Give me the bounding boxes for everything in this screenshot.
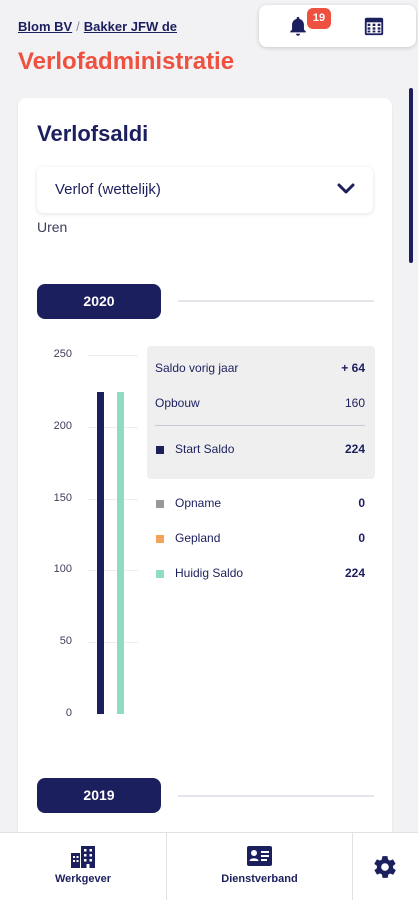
notification-badge: 19 [307, 8, 331, 29]
nav-item-werkgever[interactable]: Werkgever [0, 833, 166, 900]
summary-label: Huidig Saldo [175, 566, 244, 580]
bell-icon[interactable] [287, 15, 309, 37]
summary-row-huidig-saldo: Huidig Saldo 224 [155, 566, 365, 584]
summary-label: Saldo vorig jaar [155, 361, 239, 375]
nav-separator [352, 833, 353, 900]
gepland-swatch [156, 535, 164, 543]
year-pill-2020[interactable]: 2020 [37, 284, 161, 319]
y-tick-label: 250 [53, 348, 72, 360]
summary-row-saldo-vorig-jaar: Saldo vorig jaar + 64 [155, 361, 365, 379]
nav-label-werkgever: Werkgever [54, 873, 112, 885]
huidig-saldo-swatch [156, 570, 164, 578]
summary-value: 0 [358, 496, 365, 510]
nav-label-dienstverband: Dienstverband [221, 873, 298, 885]
bar-start-saldo [97, 392, 104, 714]
id-card-icon [247, 846, 272, 866]
breadcrumb-employee-link[interactable]: Bakker JFW de [83, 19, 177, 34]
chevron-down-icon [337, 183, 355, 194]
bottom-nav: Werkgever Dienstverband [0, 832, 418, 900]
year-divider [178, 300, 374, 302]
leave-type-value: Verlof (wettelijk) [55, 181, 161, 198]
summary-value: + 64 [341, 361, 365, 375]
year-divider [178, 795, 374, 797]
nav-item-dienstverband[interactable]: Dienstverband [167, 833, 352, 900]
breadcrumb-separator: / [76, 19, 80, 34]
y-tick-label: 0 [65, 707, 72, 719]
summary-row-opname: Opname 0 [155, 496, 365, 514]
gear-icon [374, 856, 396, 878]
summary-row-opbouw: Opbouw 160 [155, 396, 365, 414]
gridline [88, 426, 138, 428]
summary-row-start-saldo: Start Saldo 224 [155, 442, 365, 460]
summary-divider [155, 425, 365, 426]
leave-type-select[interactable]: Verlof (wettelijk) [37, 167, 373, 213]
top-actions-bar: 19 [259, 5, 416, 47]
opname-swatch [156, 500, 164, 508]
card-title: Verlofsaldi [37, 121, 149, 146]
gridline [88, 570, 138, 572]
building-icon [71, 846, 95, 868]
summary-label: Gepland [175, 531, 221, 545]
summary-label: Opbouw [155, 396, 200, 410]
summary-label: Opname [175, 496, 222, 510]
gridline [88, 355, 138, 356]
summary-value: 224 [344, 442, 365, 456]
summary-value: 160 [344, 396, 365, 410]
leave-balance-card: Verlofsaldi Verlof (wettelijk) Uren 2020… [18, 98, 392, 838]
calendar-icon[interactable] [363, 15, 385, 37]
summary-value: 224 [344, 566, 365, 580]
gridline [88, 498, 138, 500]
y-tick-label: 50 [59, 635, 72, 648]
summary-label: Start Saldo [175, 442, 235, 456]
summary-row-gepland: Gepland 0 [155, 531, 365, 549]
summary-box [147, 346, 375, 479]
nav-item-settings[interactable] [353, 833, 418, 900]
y-tick-label: 200 [53, 419, 72, 432]
nav-separator [166, 833, 167, 900]
breadcrumb-employer-link[interactable]: Blom BV [18, 19, 73, 34]
gridline [88, 642, 138, 644]
year-pill-2019[interactable]: 2019 [37, 778, 161, 813]
scrollbar-thumb[interactable] [409, 88, 413, 263]
summary-value: 0 [358, 531, 365, 545]
y-tick-label: 150 [53, 491, 72, 504]
bar-huidig-saldo [117, 392, 124, 714]
leave-chart: 250 200 150 100 50 0 [18, 338, 392, 738]
y-tick-label: 100 [53, 563, 72, 576]
unit-label: Uren [37, 219, 68, 235]
start-saldo-swatch [156, 446, 164, 454]
page-title: Verlofadministratie [18, 48, 235, 75]
breadcrumb: Blom BV / Bakker JFW de [18, 19, 177, 34]
